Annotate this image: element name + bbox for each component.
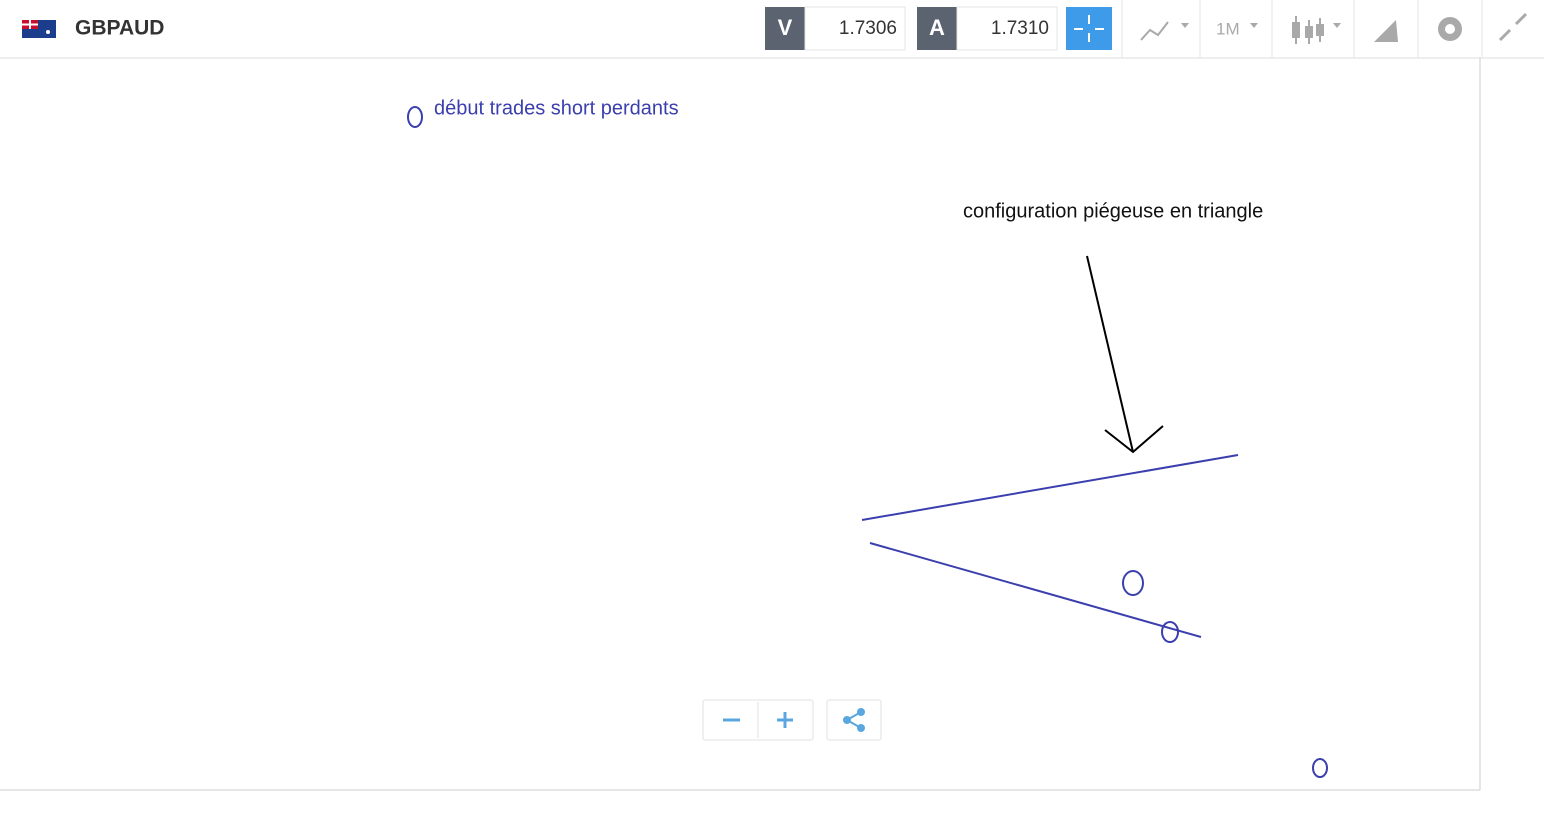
collapse-icon[interactable]: [1498, 12, 1528, 42]
candles-icon[interactable]: [1292, 16, 1341, 44]
chart-type-icon[interactable]: [1140, 21, 1189, 41]
buy-price: 1.7310: [991, 18, 1049, 39]
separators: [1121, 0, 1483, 58]
drawings: [407, 106, 1328, 778]
symbol: GBPAUD: [75, 17, 164, 40]
flag-icon: [22, 20, 56, 38]
settings-icon[interactable]: [1438, 17, 1462, 41]
crosshair-icon: [1074, 15, 1104, 42]
sell-price-box: [804, 6, 906, 51]
zoom-in[interactable]: [777, 712, 793, 728]
annotation: configuration piégeuse en triangle: [963, 200, 1263, 222]
buy-button[interactable]: [917, 7, 957, 50]
crosshair-button[interactable]: [1066, 7, 1112, 50]
sell-label: V: [778, 15, 793, 40]
zoom-controls: [702, 699, 882, 741]
sell-button[interactable]: [765, 7, 805, 50]
arrow: [1086, 255, 1164, 454]
annotation: début trades short perdants: [434, 97, 679, 119]
timeframe-caret: [1250, 23, 1258, 28]
share-button[interactable]: [826, 699, 882, 741]
draw-icon[interactable]: [1374, 20, 1398, 42]
sell-price: 1.7306: [839, 18, 897, 39]
buy-price-box: [956, 6, 1058, 51]
buy-label: A: [929, 15, 945, 40]
timeframe[interactable]: 1M: [1216, 19, 1240, 38]
